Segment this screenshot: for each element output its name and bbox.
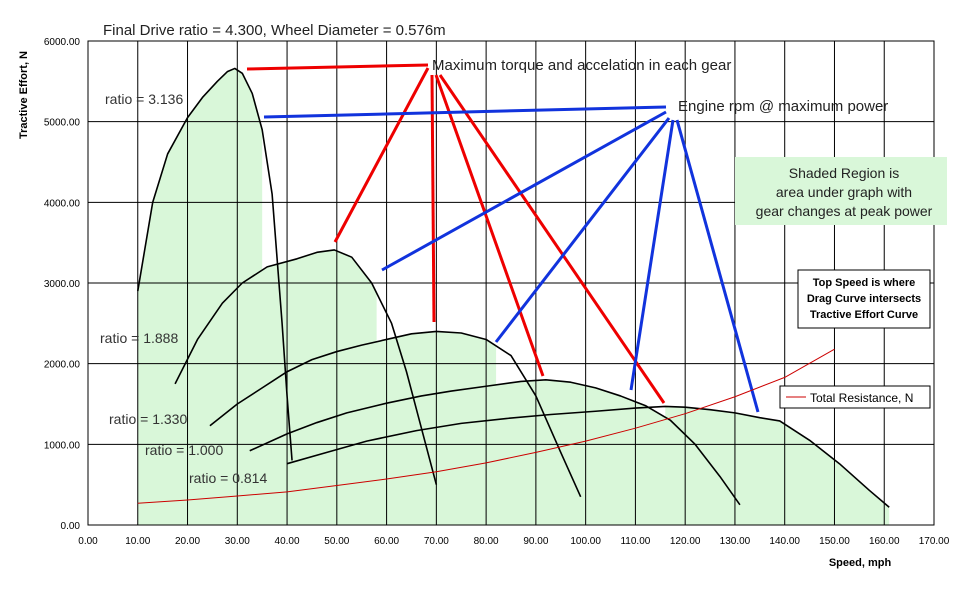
x-tick-label: 160.00 [869,536,900,547]
ratio-label-5: ratio = 0.814 [189,470,267,486]
power-pointer-gear2 [381,110,667,272]
gear-1-line [136,67,293,461]
x-tick-label: 170.00 [919,536,950,547]
shade-note-line-1: Shaded Region is [789,165,900,181]
torque-pointer-gear5 [438,74,666,404]
legend: Total Resistance, N [779,385,931,409]
y-tick-label: 5000.00 [44,118,81,129]
x-tick-label: 130.00 [720,536,751,547]
y-axis-title: Tractive Effort, N [18,51,30,139]
shade-note-line-2: area under graph with [776,184,912,200]
x-tick-label: 50.00 [324,536,349,547]
legend-label: Total Resistance, N [810,391,913,405]
power-pointer-top [263,105,667,119]
power-pointer-gear3 [494,117,671,343]
top-speed-note-line-1: Top Speed is where [813,277,916,289]
torque-pointer-gear3 [430,74,436,323]
x-tick-label: 150.00 [819,536,850,547]
power-pointer-gear5 [675,119,760,413]
x-tick-label: 10.00 [125,536,150,547]
shaded-region [137,68,890,525]
chart-title: Final Drive ratio = 4.300, Wheel Diamete… [103,22,446,39]
x-tick-label: 110.00 [620,536,650,547]
top-speed-note-box [797,269,931,329]
ratio-label-3: ratio = 1.330 [109,411,187,427]
x-tick-label: 40.00 [275,536,300,547]
total-resistance-line [137,348,835,504]
x-tick-label: 60.00 [374,536,399,547]
x-tick-label: 0.00 [78,536,98,547]
x-tick-label: 90.00 [523,536,548,547]
shade-note-box [735,157,947,225]
x-tick-label: 20.00 [175,536,200,547]
shade-note-line-3: gear changes at peak power [756,203,933,219]
power-pointer-lines [263,105,760,413]
y-tick-label: 2000.00 [44,360,81,371]
gear-3-line [209,330,582,498]
torque-pointer-lines [246,63,666,404]
y-tick-label: 0.00 [61,521,81,532]
x-tick-label: 80.00 [474,536,499,547]
y-tick-label: 4000.00 [44,198,81,209]
torque-pointer-top [246,63,429,71]
x-axis-title: Speed, mph [829,557,892,569]
x-tick-label: 30.00 [225,536,250,547]
power-annotation: Engine rpm @ maximum power [678,98,888,115]
x-tick-label: 120.00 [670,536,701,547]
y-tick-label: 3000.00 [44,279,81,290]
gear-2-line [174,249,438,485]
gear-5-line [286,405,890,508]
top-speed-note-line-3: Tractive Effort Curve [810,309,918,321]
legend-box [779,385,931,409]
power-pointer-gear4 [629,119,675,391]
ratio-label-4: ratio = 1.000 [145,442,223,458]
top-speed-note-line-2: Drag Curve intersects [807,293,921,305]
ratio-label-1: ratio = 3.136 [105,91,183,107]
x-axis-ticks: 0.00 10.00 20.00 30.00 40.00 50.00 60.00 70.00 8… [78,536,949,547]
torque-annotation: Maximum torque and accelation in each ge… [432,57,731,74]
x-tick-label: 70.00 [424,536,449,547]
series-lines [136,67,890,508]
x-tick-label: 100.00 [570,536,601,547]
y-tick-label: 6000.00 [44,37,81,48]
y-axis-ticks: 0.00 1000.00 2000.00 3000.00 4000.00 5000.00 6… [44,37,81,532]
torque-pointer-gear4 [434,74,545,377]
x-tick-label: 140.00 [769,536,800,547]
gridlines [88,41,934,525]
plot-area [87,40,935,526]
ratio-label-2: ratio = 1.888 [100,330,178,346]
torque-pointer-gear2 [333,67,430,243]
gear-4-line [249,378,741,506]
shaded-area [137,68,890,525]
y-tick-label: 1000.00 [44,440,81,451]
